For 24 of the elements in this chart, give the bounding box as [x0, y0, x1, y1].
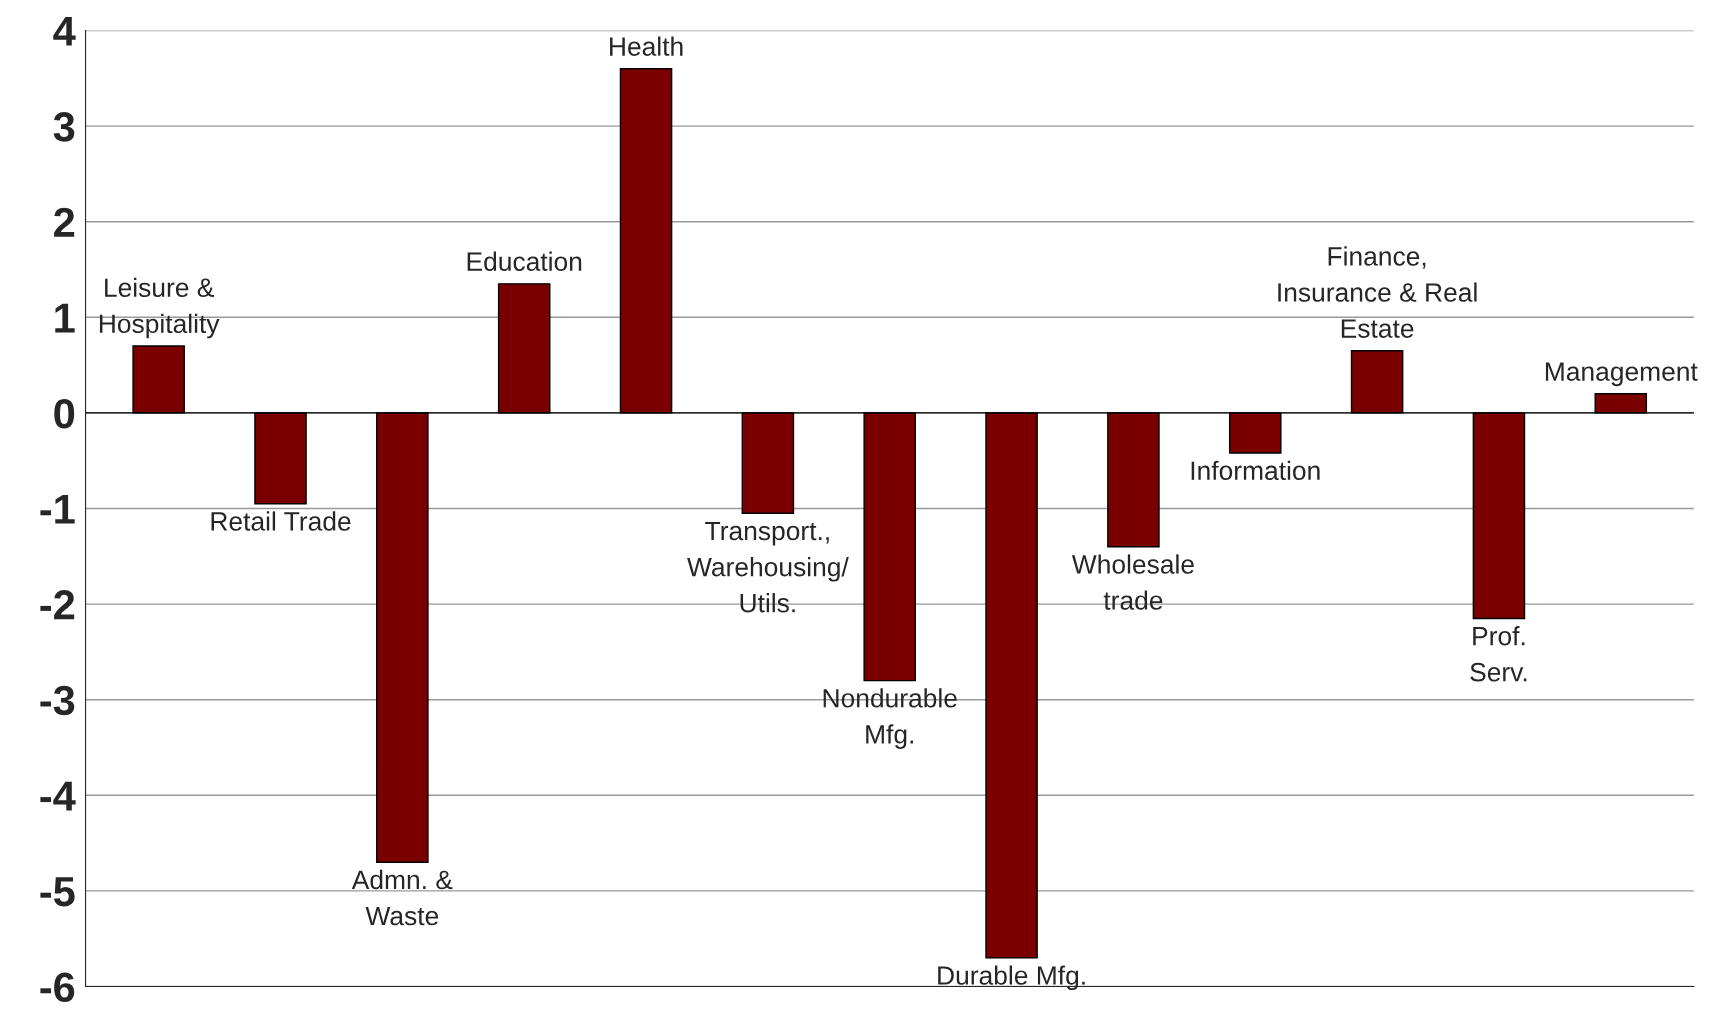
x-tick-label: Admn. & Waste [351, 869, 453, 926]
y-tick-label: -5 [40, 877, 75, 907]
x-tick-label: Information [1191, 460, 1320, 481]
x-tick-label: Management [1545, 362, 1698, 387]
x-tick-label: Education [467, 251, 582, 271]
x-tick-label: Wholesale trade [1071, 554, 1194, 610]
x-tick-label: Prof. Serv. [1470, 626, 1527, 682]
y-tick-label: -6 [40, 972, 75, 1002]
x-tick-label: Health [610, 36, 683, 56]
y-tick-label: 2 [54, 207, 75, 237]
x-tick-label: Retail Trade [211, 511, 351, 531]
y-tick-label: -2 [40, 590, 75, 620]
x-tick-label: Leisure & Hospitality [99, 277, 220, 339]
x-tick-label: Transport., Warehousing/ Utils. [687, 521, 849, 613]
y-tick-label: 3 [53, 112, 75, 142]
x-tick-label: Finance, Insurance & Real Estate [1278, 246, 1477, 338]
y-tick-label: -3 [40, 685, 75, 716]
y-tick-label: 1 [55, 303, 75, 333]
y-tick-label: -4 [40, 781, 76, 811]
y-tick-label: -1 [40, 494, 75, 524]
y-tick-label: 4 [53, 16, 76, 46]
x-tick-label: Durable Mfg. [938, 965, 1085, 991]
x-tick-label: Nondurable Mfg. [823, 688, 957, 749]
y-tick-label: 0 [54, 398, 75, 429]
